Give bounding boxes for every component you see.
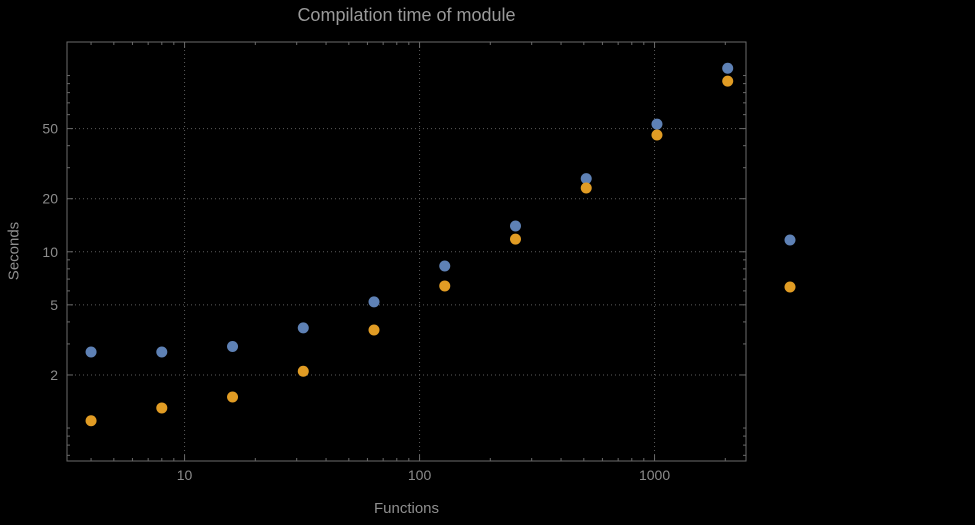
data-point-series-blue (227, 341, 239, 353)
data-point-series-orange (85, 415, 97, 427)
data-point-series-blue (722, 62, 734, 74)
data-point-series-blue (580, 173, 592, 185)
data-point-series-blue (439, 260, 451, 272)
data-point-series-blue (368, 296, 380, 308)
y-axis-label: Seconds (5, 221, 23, 281)
y-tick-label: 50 (42, 121, 58, 137)
chart-title: Compilation time of module (297, 5, 516, 25)
data-point-series-blue (297, 322, 309, 334)
data-point-series-orange (156, 402, 168, 414)
y-tick-label: 20 (42, 191, 58, 207)
data-point-series-orange (651, 129, 663, 141)
data-point-series-orange (580, 182, 592, 194)
data-point-series-blue (85, 346, 97, 358)
y-tick-label: 2 (50, 367, 58, 383)
data-point-series-orange (722, 75, 734, 87)
data-point-series-orange (368, 324, 380, 336)
x-axis-label: Functions (373, 500, 440, 517)
data-point-series-blue (156, 346, 168, 358)
data-point-series-blue (651, 118, 663, 130)
x-tick-label: 10 (177, 467, 193, 483)
plot-frame (66, 41, 747, 462)
y-tick-label: 10 (42, 244, 58, 260)
data-point-series-orange (509, 233, 521, 245)
data-point-series-blue (509, 220, 521, 232)
data-point-series-orange (439, 280, 451, 292)
x-tick-label: 100 (408, 467, 432, 483)
x-tick-label: 1000 (639, 467, 670, 483)
data-point-series-orange (297, 365, 309, 377)
legend-marker-series-blue (784, 234, 796, 246)
data-point-series-orange (227, 391, 239, 403)
legend-marker-series-orange (784, 281, 796, 293)
y-tick-label: 5 (50, 297, 58, 313)
